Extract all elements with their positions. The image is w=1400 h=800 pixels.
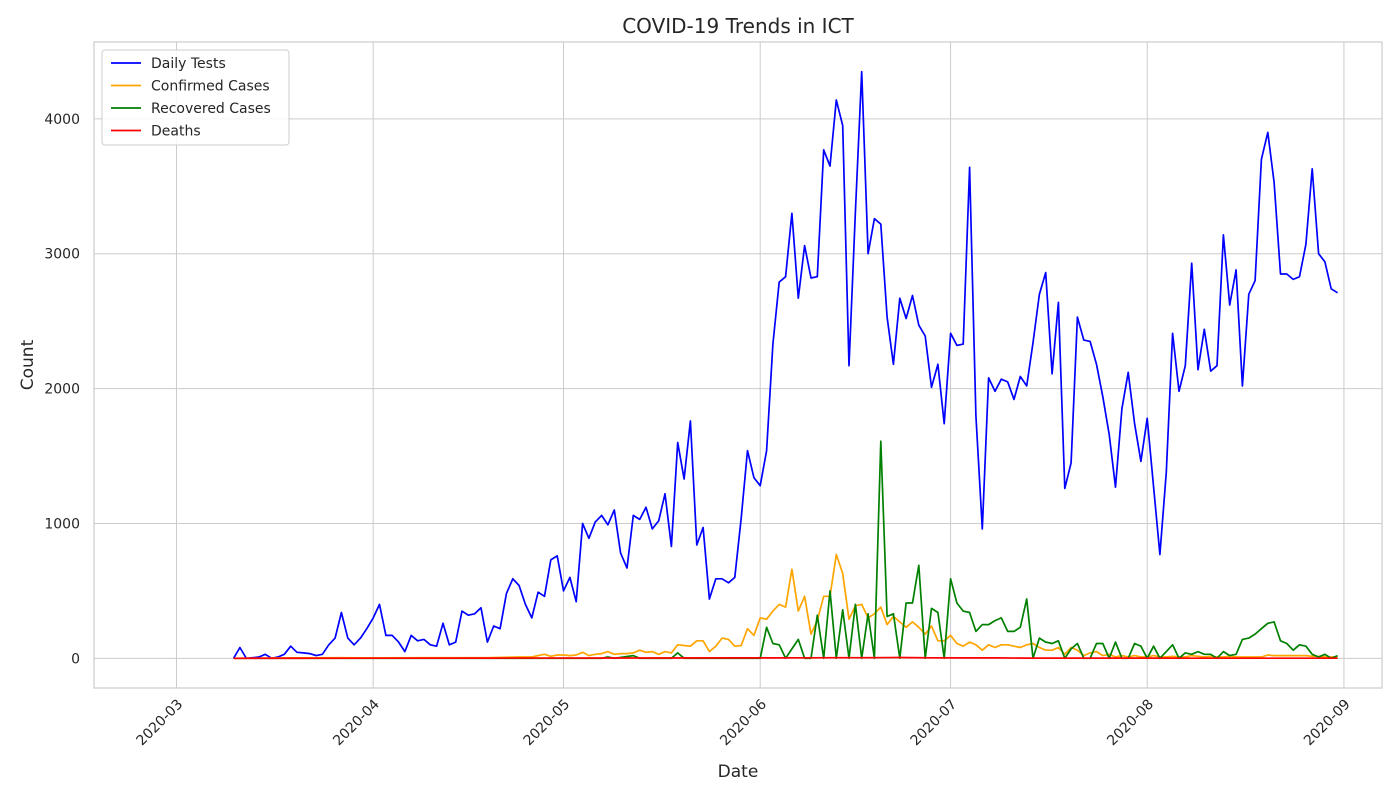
legend-label: Deaths <box>151 124 201 140</box>
legend-label: Recovered Cases <box>151 101 271 117</box>
y-tick-label: 3000 <box>44 247 80 263</box>
y-tick-label: 1000 <box>44 516 80 532</box>
series-group <box>232 70 1339 660</box>
y-axis-label: Count <box>18 339 38 390</box>
chart-title: COVID-19 Trends in ICT <box>622 14 854 38</box>
series-line-confirmed-cases <box>233 553 1338 660</box>
x-axis-label: Date <box>718 762 759 782</box>
series-line-deaths <box>233 656 1338 660</box>
series-line-daily-tests <box>232 70 1339 660</box>
y-tick-label: 2000 <box>44 382 80 398</box>
y-tick-label: 4000 <box>44 112 80 128</box>
legend-label: Confirmed Cases <box>151 79 270 95</box>
legend: Daily Tests Confirmed Cases Recovered Case… <box>101 49 290 146</box>
plot-frame <box>93 41 1383 689</box>
legend-box <box>101 49 290 146</box>
legend-label: Daily Tests <box>151 56 226 72</box>
y-tick-label: 0 <box>71 651 80 667</box>
